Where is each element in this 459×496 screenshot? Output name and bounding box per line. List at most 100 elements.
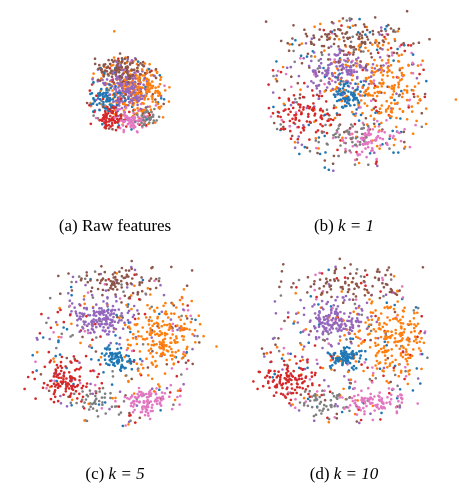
scatter-point: [373, 395, 376, 398]
scatter-point: [373, 58, 376, 62]
scatter-point: [143, 71, 147, 75]
scatter-point: [91, 296, 95, 299]
scatter-point: [383, 330, 387, 334]
scatter-point: [407, 106, 410, 109]
scatter-point: [294, 113, 298, 116]
scatter-point: [310, 80, 313, 83]
scatter-point: [278, 285, 281, 289]
scatter-point: [419, 63, 423, 67]
scatter-point: [390, 348, 393, 351]
scatter-point: [392, 369, 396, 372]
scatter-point: [106, 91, 109, 94]
scatter-point: [356, 82, 360, 86]
scatter-point: [148, 105, 152, 108]
scatter-point: [369, 99, 373, 103]
scatter-point: [116, 91, 120, 95]
scatter-point: [170, 265, 173, 269]
scatter-point: [97, 92, 100, 95]
scatter-point: [113, 271, 117, 274]
scatter-point: [155, 119, 158, 122]
scatter-point: [108, 363, 111, 367]
scatter-point: [92, 114, 95, 117]
scatter-point: [371, 404, 375, 408]
scatter-point: [151, 340, 155, 343]
scatter-point: [121, 80, 124, 84]
scatter-point: [320, 291, 324, 295]
scatter-point: [295, 379, 299, 382]
scatter-point: [112, 118, 115, 122]
scatter-point: [381, 82, 385, 85]
scatter-point: [414, 338, 418, 341]
scatter-point: [306, 85, 309, 88]
scatter-point: [134, 120, 137, 124]
scatter-point: [331, 136, 335, 140]
scatter-point: [182, 382, 185, 386]
scatter-point: [170, 407, 174, 411]
scatter-point: [120, 266, 124, 270]
scatter-point: [292, 121, 295, 125]
scatter-point: [355, 352, 358, 356]
scatter-point: [370, 141, 373, 145]
scatter-point: [368, 377, 372, 381]
scatter-point: [130, 401, 133, 405]
scatter-point: [290, 383, 293, 386]
scatter-point: [149, 347, 153, 350]
scatter-point: [388, 147, 391, 150]
scatter-point: [90, 358, 93, 361]
scatter-point: [385, 141, 389, 145]
scatter-point: [181, 326, 184, 330]
scatter-point: [168, 86, 171, 89]
scatter-point: [297, 135, 300, 138]
scatter-point: [351, 399, 355, 403]
scatter-point: [378, 107, 382, 110]
scatter-point: [425, 79, 428, 83]
scatter-point: [416, 335, 419, 339]
scatter-point: [326, 337, 329, 341]
scatter-point: [100, 381, 104, 385]
scatter-point: [387, 23, 390, 27]
scatter-point: [374, 309, 377, 312]
scatter-point: [103, 270, 107, 274]
scatter-point: [141, 337, 145, 341]
scatter-point: [180, 334, 184, 338]
scatter-point: [348, 396, 351, 399]
scatter-point: [288, 119, 292, 123]
scatter-point: [99, 335, 102, 338]
scatter-point: [384, 358, 387, 362]
scatter-point: [101, 401, 104, 404]
scatter-point: [62, 371, 66, 374]
scatter-point: [293, 60, 296, 64]
scatter-point: [133, 402, 136, 406]
scatter-point: [325, 108, 329, 111]
scatter-point: [383, 406, 386, 410]
scatter-point: [357, 286, 360, 289]
scatter-point: [147, 349, 151, 352]
scatter-point: [300, 42, 304, 45]
scatter-point: [264, 20, 268, 23]
scatter-point: [60, 335, 63, 339]
scatter-point: [374, 364, 377, 367]
scatter-point: [360, 66, 363, 69]
scatter-point: [115, 281, 119, 285]
scatter-point: [190, 299, 193, 303]
scatter-point: [133, 80, 137, 84]
scatter-point: [393, 310, 397, 314]
scatter-point: [329, 278, 332, 282]
scatter-point: [95, 336, 98, 339]
scatter-point: [171, 333, 174, 336]
scatter-point: [399, 318, 402, 322]
scatter-point: [378, 33, 381, 36]
scatter-point: [335, 65, 338, 68]
scatter-point: [275, 345, 279, 349]
scatter-point: [112, 315, 115, 319]
scatter-point: [142, 95, 145, 98]
scatter-point: [351, 86, 355, 90]
scatter-point: [108, 67, 112, 70]
scatter-point: [109, 318, 112, 321]
scatter-point: [373, 276, 377, 279]
scatter-point: [353, 302, 357, 306]
scatter-point: [390, 354, 394, 358]
scatter-point: [347, 315, 351, 319]
scatter-point: [116, 315, 119, 319]
scatter-point: [186, 304, 189, 307]
